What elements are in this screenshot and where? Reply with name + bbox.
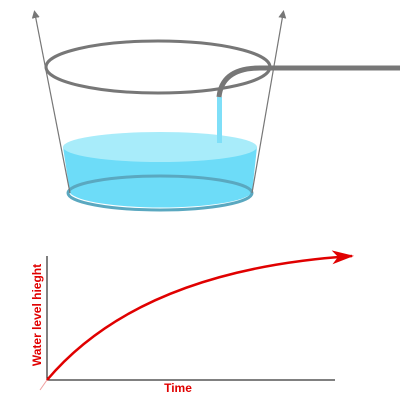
right-side [251,10,287,194]
pipe [216,65,400,98]
water-surface [63,132,257,162]
y-axis-label: Water level hieght [30,264,44,366]
left-side [31,10,71,194]
bucket [31,10,400,212]
graph: Water level hieght Time [30,250,354,395]
bucket-rim [44,39,272,95]
x-axis-label: Time [164,381,192,395]
curve-tail [39,379,48,391]
growth-curve [46,250,354,381]
water-stream [217,97,222,143]
